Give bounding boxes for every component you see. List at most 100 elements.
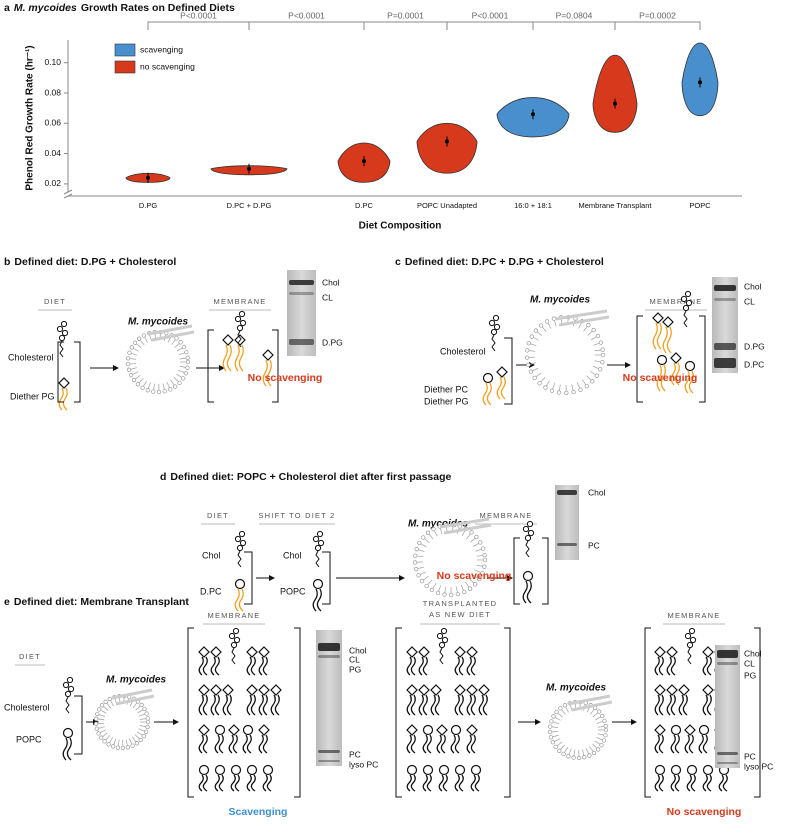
panel-letter: b: [4, 256, 10, 268]
y-tick-label: 0.02: [44, 178, 61, 188]
bilayer-head: [414, 566, 419, 572]
bilayer-head: [529, 334, 534, 339]
bilayer-head: [177, 380, 182, 385]
lipid-tail: [706, 694, 712, 716]
panel-title: d Defined diet: POPC + Cholesterol diet a…: [160, 471, 452, 483]
section-header: MEMBRANE: [650, 297, 703, 306]
bilayer-head: [185, 355, 190, 360]
bilayer-head: [95, 711, 100, 717]
outcome: Scavenging: [229, 806, 288, 818]
bracket: [244, 551, 253, 605]
lipid-head: [702, 646, 714, 658]
gel-lane: [715, 645, 740, 768]
lipid-tail: [458, 774, 464, 792]
lipid-tail: [652, 322, 658, 350]
bilayer-head: [524, 355, 530, 360]
violin: [416, 122, 478, 174]
lipid-head: [242, 724, 254, 736]
lipid-tail: [410, 774, 416, 792]
lipid-tail: [658, 734, 664, 754]
gel-label: CL: [744, 296, 755, 306]
bilayer-head: [138, 737, 143, 743]
panel-title: e Defined diet: Membrane Transplant: [4, 596, 189, 608]
lipid-head: [422, 724, 434, 736]
sterol-ring: [682, 304, 690, 312]
sterol-ring: [492, 314, 500, 322]
lipid-head: [466, 684, 478, 696]
sterol-ring: [689, 636, 697, 644]
bilayer-head: [601, 738, 607, 743]
lipid-tail: [470, 774, 476, 792]
lipid-head: [652, 312, 664, 324]
sterol-ring: [686, 641, 694, 649]
lipid-tail: [210, 694, 216, 716]
bilayer-head: [561, 751, 566, 757]
panel-letter: d: [160, 471, 166, 483]
panel-title-text: Defined diet: POPC + Cholesterol diet af…: [170, 471, 451, 483]
lipid-head: [654, 764, 666, 776]
lipid-tail: [406, 694, 412, 716]
sterol-ring: [314, 544, 322, 552]
gel-lane: [316, 630, 342, 766]
bilayer-head: [130, 743, 135, 748]
bilayer-head: [181, 344, 187, 350]
lipid-tail: [702, 694, 708, 716]
bracket: [699, 315, 706, 403]
lipid-tail: [202, 694, 208, 716]
bilayer-head: [417, 540, 422, 546]
bilayer-head: [591, 327, 596, 333]
lipid-tail: [670, 362, 676, 386]
lipid-tail: [62, 387, 68, 411]
panel-title-text: Defined diet: D.PC + D.PG + Cholesterol: [405, 256, 604, 268]
bilayer-head: [467, 586, 473, 591]
lipid-tail: [426, 774, 432, 792]
sterol-ring: [684, 632, 692, 640]
lipid-head: [222, 334, 234, 346]
lipid-tail: [266, 359, 272, 387]
bilayer-head: [156, 389, 162, 395]
lipid-tail: [262, 656, 268, 676]
lipid-head: [466, 646, 478, 658]
bilayer-head: [576, 755, 582, 761]
lipid-label: Chol: [283, 550, 302, 560]
lipid-head: [258, 684, 270, 696]
lipid-head: [656, 354, 668, 366]
lipid-tail: [422, 734, 428, 754]
gel-label: CL: [349, 654, 360, 664]
lipid-head: [198, 724, 210, 736]
sterol-ring: [312, 535, 320, 543]
legend-swatch: [114, 43, 136, 57]
bilayer-head: [548, 735, 554, 740]
bilayer-head: [590, 379, 595, 384]
bilayer-head: [424, 583, 429, 589]
bilayer-head: [558, 706, 563, 711]
bilayer-head: [474, 534, 479, 540]
sterol-ring: [56, 325, 64, 333]
bilayer-head: [136, 336, 142, 341]
bilayer-head: [107, 696, 112, 702]
bilayer-head: [126, 356, 131, 361]
y-tick-label: 0.08: [44, 87, 61, 97]
bilayer-head: [125, 745, 130, 750]
sterol-tail: [683, 310, 688, 328]
lipid-tail: [238, 344, 244, 372]
lipid-tail: [198, 734, 204, 754]
sterol-ring: [61, 329, 69, 337]
outcome: No scavenging: [248, 372, 323, 384]
lipid-tail: [466, 694, 472, 716]
bilayer-head: [132, 340, 138, 345]
gel-lane: [712, 277, 738, 373]
lipid-head: [702, 764, 714, 776]
lipid-head: [654, 646, 666, 658]
lipid-tail: [226, 694, 232, 716]
gel-band: [318, 655, 340, 658]
lipid-tail: [678, 694, 684, 716]
lipid-tail: [482, 382, 488, 406]
bilayer-head: [103, 699, 108, 704]
section-header: AS NEW DIET: [429, 610, 491, 619]
comparison-bracket: [446, 21, 534, 30]
lipid-head: [478, 684, 490, 696]
bilayer-head: [102, 739, 107, 744]
bilayer-head: [145, 724, 150, 730]
bracket: [754, 627, 761, 798]
